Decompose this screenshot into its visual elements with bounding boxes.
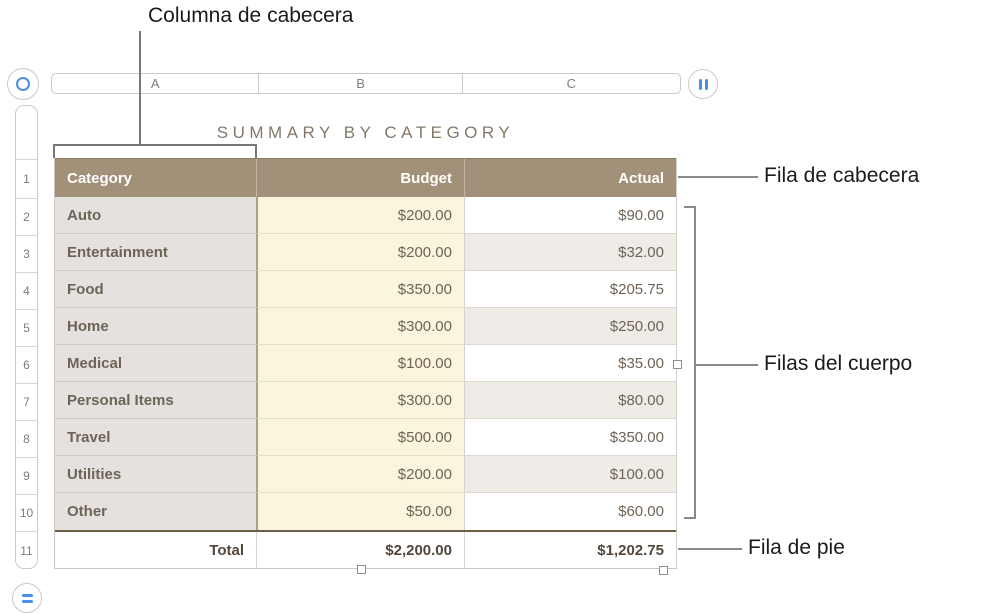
cell-budget[interactable]: $100.00	[256, 345, 464, 382]
row-header-5[interactable]: 5	[16, 309, 37, 346]
header-cell-category[interactable]: Category	[67, 169, 133, 187]
row-header-3[interactable]: 3	[16, 235, 37, 272]
column-reference-bar: A B C	[51, 73, 681, 94]
callout-bracket-body-rows	[684, 206, 696, 519]
add-column-button[interactable]	[688, 69, 718, 99]
cell-budget[interactable]: $50.00	[256, 493, 464, 530]
header-cell-actual[interactable]: Actual	[464, 159, 676, 197]
cell-actual[interactable]: $60.00	[464, 493, 676, 530]
cell-actual[interactable]: $35.00	[464, 345, 676, 382]
cell-category[interactable]: Medical	[55, 345, 256, 382]
table-row: Home $300.00 $250.00	[55, 308, 676, 345]
row-header-empty[interactable]	[16, 106, 37, 159]
cell-budget[interactable]: $300.00	[256, 382, 464, 419]
table-title[interactable]: SUMMARY BY CATEGORY	[216, 123, 515, 142]
callout-bracket-header-column	[53, 144, 257, 158]
cell-category[interactable]: Entertainment	[55, 234, 256, 271]
cell-category[interactable]: Travel	[55, 419, 256, 456]
footer-cell-label[interactable]: Total	[55, 532, 256, 569]
table-row: Entertainment $200.00 $32.00	[55, 234, 676, 271]
row-header-7[interactable]: 7	[16, 383, 37, 420]
table-row: Other $50.00 $60.00	[55, 493, 676, 530]
table-row: Personal Items $300.00 $80.00	[55, 382, 676, 419]
cell-actual[interactable]: $100.00	[464, 456, 676, 493]
callout-line-header-column	[139, 31, 141, 144]
column-header-b[interactable]: B	[258, 74, 461, 93]
cell-category[interactable]: Personal Items	[55, 382, 256, 419]
table-row: Food $350.00 $205.75	[55, 271, 676, 308]
summary-table: Category Budget Actual Auto $200.00 $90.…	[54, 158, 677, 569]
cell-category[interactable]: Utilities	[55, 456, 256, 493]
callout-line-body-rows	[696, 364, 758, 366]
table-footer-row: Total $2,200.00 $1,202.75	[55, 530, 676, 569]
callout-label-header-row: Fila de cabecera	[764, 164, 920, 187]
footer-cell-actual[interactable]: $1,202.75	[464, 532, 676, 569]
cell-actual[interactable]: $32.00	[464, 234, 676, 271]
row-header-6[interactable]: 6	[16, 346, 37, 383]
cell-budget[interactable]: $350.00	[256, 271, 464, 308]
cell-actual[interactable]: $350.00	[464, 419, 676, 456]
add-column-icon	[698, 78, 708, 90]
add-row-icon	[21, 593, 33, 603]
table-row: Auto $200.00 $90.00	[55, 197, 676, 234]
row-header-8[interactable]: 8	[16, 420, 37, 457]
cell-actual[interactable]: $90.00	[464, 197, 676, 234]
row-header-2[interactable]: 2	[16, 198, 37, 235]
callout-label-footer-row: Fila de pie	[748, 536, 845, 559]
cell-budget[interactable]: $200.00	[256, 234, 464, 271]
table-resize-handle-bottom[interactable]	[357, 565, 366, 574]
header-cell-budget[interactable]: Budget	[256, 159, 464, 197]
cell-budget[interactable]: $200.00	[256, 197, 464, 234]
table-header-row: Category Budget Actual	[55, 158, 676, 197]
cell-budget[interactable]: $300.00	[256, 308, 464, 345]
cell-category[interactable]: Auto	[55, 197, 256, 234]
table-select-handle-button[interactable]	[7, 68, 39, 100]
row-header-9[interactable]: 9	[16, 457, 37, 494]
callout-line-footer-row	[678, 548, 742, 550]
table-row: Travel $500.00 $350.00	[55, 419, 676, 456]
cell-actual[interactable]: $80.00	[464, 382, 676, 419]
cell-actual[interactable]: $250.00	[464, 308, 676, 345]
add-row-button[interactable]	[12, 583, 42, 613]
cell-category[interactable]: Home	[55, 308, 256, 345]
table-resize-handle-right[interactable]	[673, 360, 682, 369]
footer-cell-budget[interactable]: $2,200.00	[256, 532, 464, 569]
callout-label-header-column: Columna de cabecera	[148, 4, 354, 27]
column-header-c[interactable]: C	[461, 74, 680, 93]
table-row: Medical $100.00 $35.00	[55, 345, 676, 382]
callout-label-body-rows: Filas del cuerpo	[764, 352, 913, 375]
row-header-4[interactable]: 4	[16, 272, 37, 309]
cell-budget[interactable]: $200.00	[256, 456, 464, 493]
callout-line-header-row	[678, 176, 758, 178]
row-reference-bar: 1 2 3 4 5 6 7 8 9 10 11	[15, 105, 38, 569]
cell-actual[interactable]: $205.75	[464, 271, 676, 308]
row-header-10[interactable]: 10	[16, 494, 37, 531]
table-row: Utilities $200.00 $100.00	[55, 456, 676, 493]
column-header-a[interactable]: A	[150, 76, 160, 91]
table-handle-icon	[16, 77, 30, 91]
row-header-1[interactable]: 1	[16, 159, 37, 198]
cell-budget[interactable]: $500.00	[256, 419, 464, 456]
table-resize-handle-corner[interactable]	[659, 566, 668, 575]
cell-category[interactable]: Other	[55, 493, 256, 530]
row-header-11[interactable]: 11	[16, 531, 37, 568]
cell-category[interactable]: Food	[55, 271, 256, 308]
